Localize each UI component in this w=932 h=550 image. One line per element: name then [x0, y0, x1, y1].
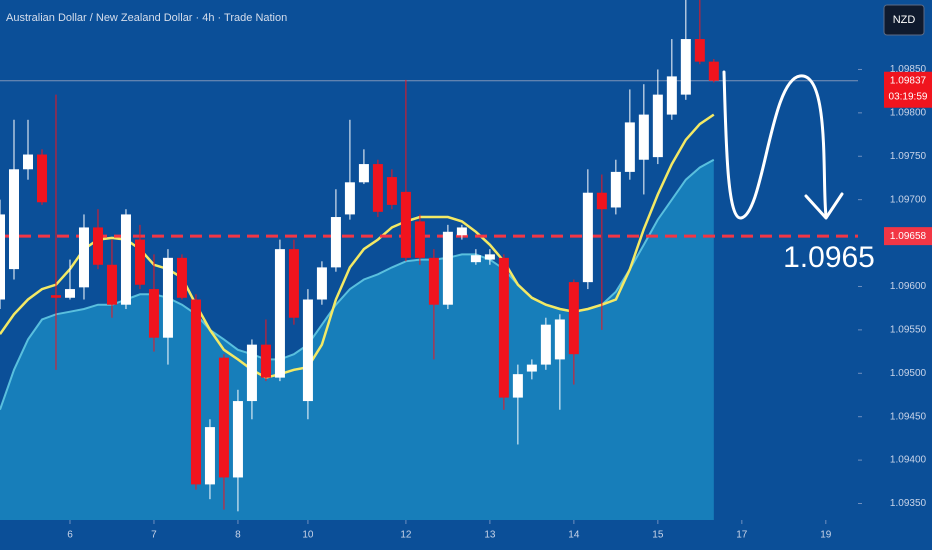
- candle-body: [484, 254, 495, 260]
- candle-body: [456, 227, 467, 236]
- plot-area: [0, 0, 858, 520]
- currency-box[interactable]: [883, 4, 925, 36]
- y-tick-label: 1.09450: [890, 411, 927, 422]
- candle-body: [134, 239, 145, 285]
- candle-body: [666, 76, 677, 115]
- y-tick-label: 1.09550: [890, 325, 927, 336]
- candle-body: [92, 227, 103, 265]
- candle-body: [64, 289, 75, 298]
- candle-body: [442, 231, 453, 305]
- x-tick-label: 6: [67, 530, 73, 541]
- candle-body: [162, 257, 173, 338]
- x-tick-label: 8: [235, 530, 241, 541]
- y-tick-label: 1.09700: [890, 194, 927, 205]
- x-tick-label: 17: [736, 530, 748, 541]
- candle-body: [78, 227, 89, 288]
- x-tick-label: 12: [400, 530, 412, 541]
- candle-body: [638, 114, 649, 160]
- candle-body: [372, 164, 383, 212]
- x-tick-label: 13: [484, 530, 496, 541]
- candle-body: [344, 182, 355, 215]
- candle-body: [120, 214, 131, 305]
- candle-body: [232, 401, 243, 478]
- candle-body: [624, 122, 635, 172]
- candle-body: [414, 221, 425, 258]
- candle-body: [694, 39, 705, 62]
- candle-body: [330, 217, 341, 268]
- candle-body: [274, 249, 285, 378]
- candle-body: [610, 171, 621, 208]
- candle-body: [302, 299, 313, 402]
- candle-body: [386, 177, 397, 205]
- annotations: 1.0965 Australian Dollar / New Zealand D…: [6, 4, 932, 274]
- candle-body: [554, 319, 565, 360]
- y-tick-label: 1.09350: [890, 498, 927, 509]
- candle-body: [316, 267, 327, 300]
- candle-body: [8, 169, 19, 270]
- candle-body: [190, 299, 201, 485]
- y-tick-label: 1.09750: [890, 151, 927, 162]
- candle-body: [568, 282, 579, 355]
- candle-body: [526, 364, 537, 372]
- candle-body: [260, 344, 271, 378]
- candle-body: [358, 164, 369, 183]
- candle-body: [470, 255, 481, 263]
- price-label-box: [884, 71, 932, 108]
- candle-body: [512, 374, 523, 398]
- candle-body: [106, 264, 117, 305]
- x-tick-label: 10: [302, 530, 314, 541]
- indicator-area: [0, 159, 714, 520]
- arrow-head: [804, 192, 844, 220]
- x-tick-label: 19: [820, 530, 832, 541]
- candle-body: [498, 257, 509, 398]
- x-tick-label: 7: [151, 530, 157, 541]
- y-tick-label: 1.09600: [890, 281, 927, 292]
- candle-body: [582, 192, 593, 283]
- level-label-box: [884, 227, 932, 246]
- y-tick-label: 1.09800: [890, 107, 927, 118]
- candle-body: [428, 257, 439, 305]
- candle-body: [148, 289, 159, 338]
- candle-body: [218, 357, 229, 478]
- candle-body: [246, 344, 257, 402]
- x-tick-label: 14: [568, 530, 580, 541]
- candle-body: [400, 191, 411, 258]
- y-tick-label: 1.09850: [890, 64, 927, 75]
- annotation: 1.0965: [783, 241, 875, 274]
- candle-body: [176, 257, 187, 298]
- candle-body: [680, 39, 691, 95]
- indicator-line: [0, 113, 715, 379]
- candle-body: [540, 324, 551, 365]
- price-label: 1.09837: [890, 75, 927, 86]
- countdown: 03:19:59: [889, 91, 928, 102]
- candle-body: [50, 295, 61, 298]
- drawn-arrow: [722, 70, 828, 220]
- candle-body: [652, 94, 663, 158]
- candle-body: [36, 154, 47, 203]
- candle-body: [0, 214, 5, 300]
- level-label: 1.09658: [890, 231, 927, 242]
- candle-body: [204, 427, 215, 485]
- y-tick-label: 1.09400: [890, 455, 927, 466]
- candle-body: [288, 249, 299, 318]
- currency-label[interactable]: NZD: [893, 14, 916, 26]
- candle-body: [22, 154, 33, 170]
- x-tick-label: 15: [652, 530, 664, 541]
- candle-body: [596, 192, 607, 210]
- candle-body: [708, 61, 719, 81]
- y-tick-label: 1.09500: [890, 368, 927, 379]
- chart-title: Australian Dollar / New Zealand Dollar ·…: [6, 12, 287, 24]
